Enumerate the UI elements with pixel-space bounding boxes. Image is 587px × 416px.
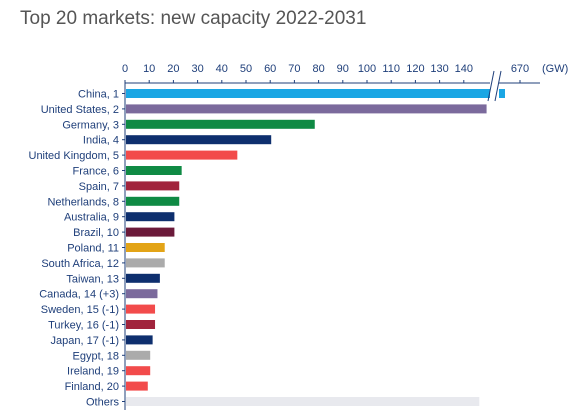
chart-title: Top 20 markets: new capacity 2022-2031 (20, 8, 367, 29)
bar (126, 350, 151, 360)
x-tick-label: 120 (406, 63, 424, 75)
x-tick-label: 10 (143, 63, 155, 75)
category-label: Australia, 9 (64, 212, 119, 224)
bar (126, 273, 160, 283)
category-label: Egypt, 18 (73, 350, 119, 362)
x-tick-label: 20 (167, 63, 179, 75)
x-tick-label: 30 (191, 63, 203, 75)
category-label: Sweden, 15 (-1) (41, 304, 119, 316)
x-tick-label: 100 (358, 63, 376, 75)
x-tick-label: 110 (382, 63, 400, 75)
bar (126, 381, 148, 391)
bar (126, 181, 180, 191)
category-label: Finland, 20 (65, 381, 119, 393)
category-label: Turkey, 16 (-1) (48, 320, 119, 332)
bar (126, 258, 165, 268)
category-label: Others (86, 397, 120, 409)
category-label: Netherlands, 8 (47, 196, 119, 208)
category-label: Germany, 3 (62, 119, 119, 131)
bar (126, 104, 487, 114)
bar (126, 397, 480, 406)
bar (126, 196, 180, 206)
x-tick-label: 50 (240, 63, 252, 75)
axis-break-mark (494, 70, 502, 102)
bar (126, 304, 156, 314)
bar (126, 320, 156, 329)
axis-break-gap (490, 71, 499, 103)
category-label: United States, 2 (41, 104, 119, 116)
category-label: France, 6 (73, 166, 119, 178)
x-tick-label: 70 (288, 63, 300, 75)
x-tick-label: 90 (337, 63, 349, 75)
x-tick-label: 0 (122, 63, 128, 75)
category-label: Japan, 17 (-1) (51, 335, 119, 347)
bar (126, 289, 158, 299)
category-label: Spain, 7 (79, 181, 119, 193)
category-label: Ireland, 19 (67, 366, 119, 378)
bar (126, 335, 153, 345)
x-tick-label: 40 (216, 63, 228, 75)
category-label: India, 4 (83, 135, 119, 147)
bar (126, 135, 272, 145)
bar (126, 227, 175, 237)
bar (126, 89, 505, 98)
category-label: South Africa, 12 (41, 258, 119, 270)
category-label: Canada, 14 (+3) (39, 289, 119, 301)
bar (126, 366, 151, 376)
x-tick-label: 130 (430, 63, 448, 75)
x-tick-label: 60 (264, 63, 276, 75)
bar (126, 150, 238, 160)
x-tick-label: 140 (455, 63, 473, 75)
unit-label: (GW) (542, 63, 568, 75)
x-tick-label: 670 (511, 63, 529, 75)
axis-break-mark (487, 70, 495, 102)
category-label: United Kingdom, 5 (29, 150, 120, 162)
bar (126, 119, 315, 129)
category-label: China, 1 (78, 89, 119, 101)
category-label: Poland, 11 (67, 243, 119, 255)
x-tick-label: 80 (312, 63, 324, 75)
category-label: Brazil, 10 (73, 227, 119, 239)
bar (126, 243, 165, 252)
category-label: Taiwan, 13 (66, 273, 119, 285)
bar (126, 166, 182, 175)
bar (126, 212, 175, 222)
